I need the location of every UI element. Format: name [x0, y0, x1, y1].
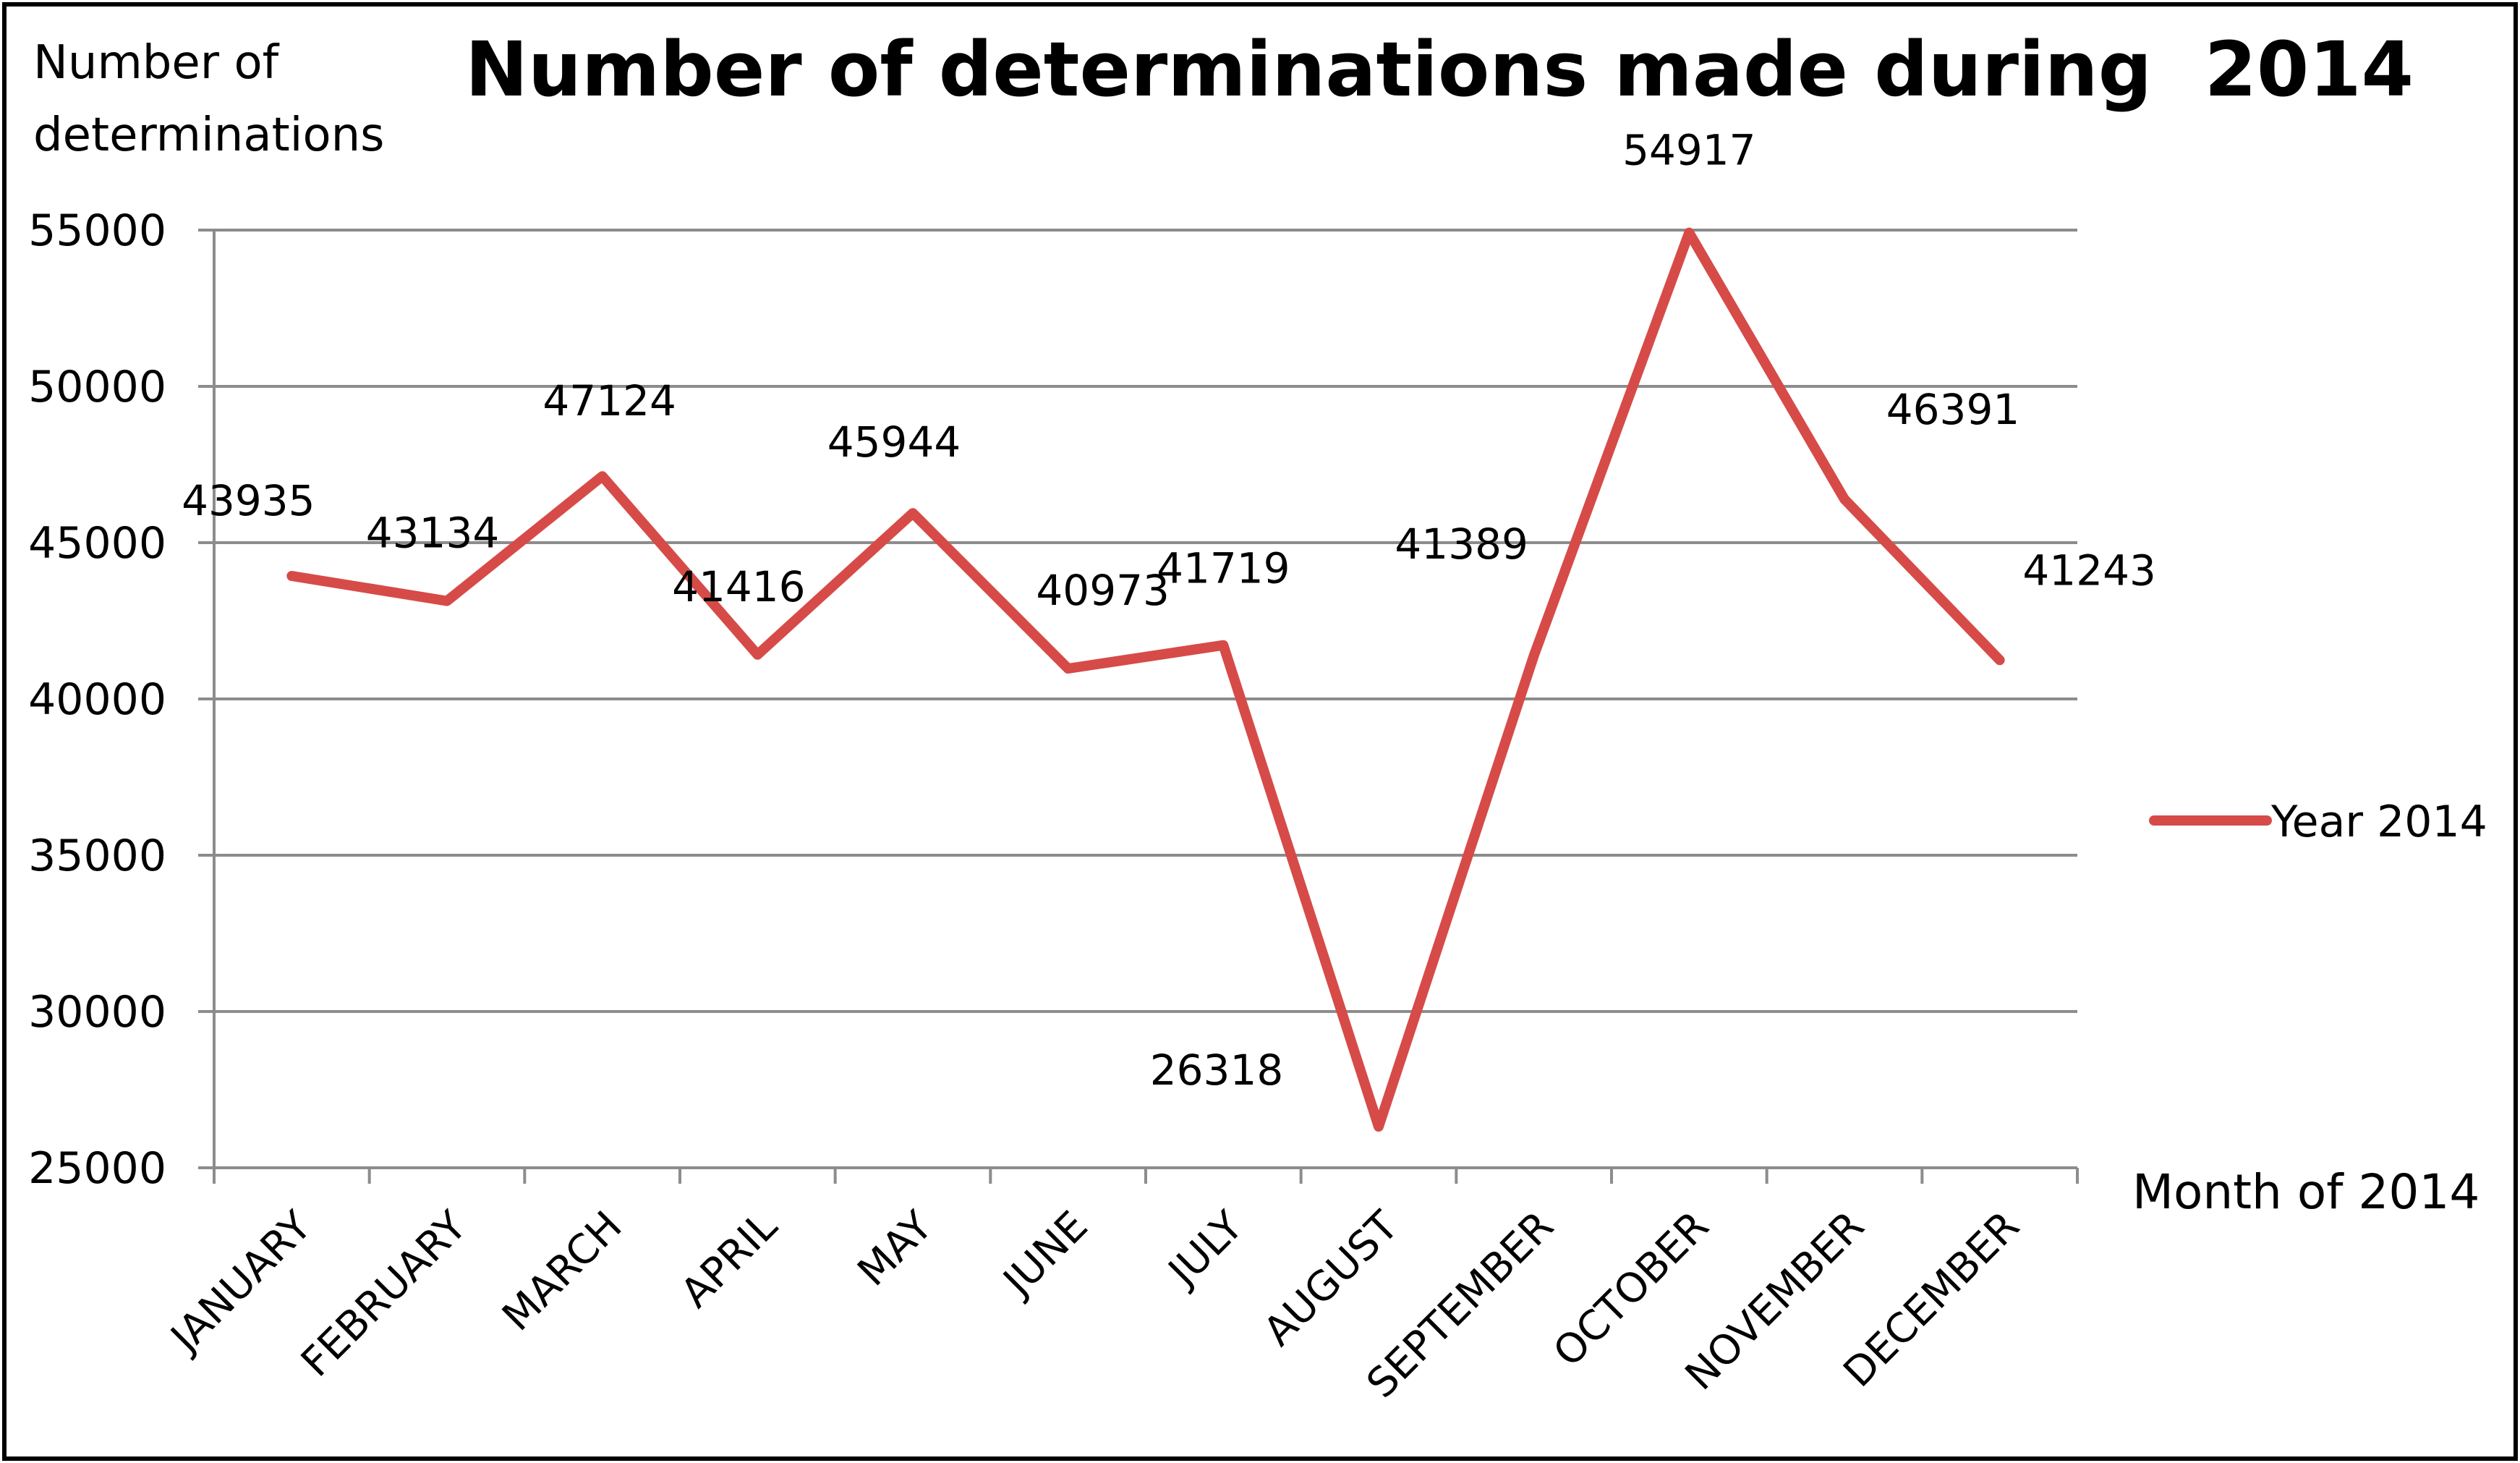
y-axis-label-line-1: Number of [33, 36, 280, 90]
data-label-april: 41416 [672, 562, 806, 611]
data-label-december: 41243 [2022, 546, 2156, 595]
legend-label-year-2014: Year 2014 [2270, 797, 2487, 847]
data-label-march: 47124 [542, 376, 676, 425]
y-tick-labels: 25000 30000 35000 40000 45000 50000 55000 [28, 205, 166, 1194]
y-tick-label-35000: 35000 [28, 831, 166, 881]
axes [198, 229, 2079, 1184]
y-tick-label-25000: 25000 [28, 1143, 166, 1194]
x-axis-label: Month of 2014 [2132, 1164, 2479, 1220]
data-label-july: 41719 [1157, 544, 1290, 593]
data-label-february: 43134 [366, 509, 500, 558]
data-label-january: 43935 [182, 476, 315, 525]
y-tick-label-40000: 40000 [28, 674, 166, 725]
chart-title: Number of determinations made during 201… [465, 25, 2414, 114]
data-label-august: 26318 [1150, 1046, 1284, 1095]
y-axis-label-line-2: determinations [33, 109, 385, 162]
y-tick-label-50000: 50000 [28, 362, 166, 412]
series-line-year-2014 [286, 227, 2005, 1132]
data-label-october: 54917 [1622, 126, 1756, 175]
legend: Year 2014 [2149, 797, 2487, 847]
y-tick-label-55000: 55000 [28, 205, 166, 256]
gridlines [214, 229, 2077, 1013]
data-label-november: 46391 [1886, 385, 2020, 434]
y-tick-label-30000: 30000 [28, 987, 166, 1038]
data-label-september: 41389 [1395, 520, 1528, 569]
data-label-june: 40973 [1036, 566, 1170, 615]
y-tick-label-45000: 45000 [28, 518, 166, 569]
y-axis-label: Number of determinations [33, 36, 385, 162]
data-label-may: 45944 [827, 417, 961, 467]
series-lines [286, 227, 2005, 1132]
